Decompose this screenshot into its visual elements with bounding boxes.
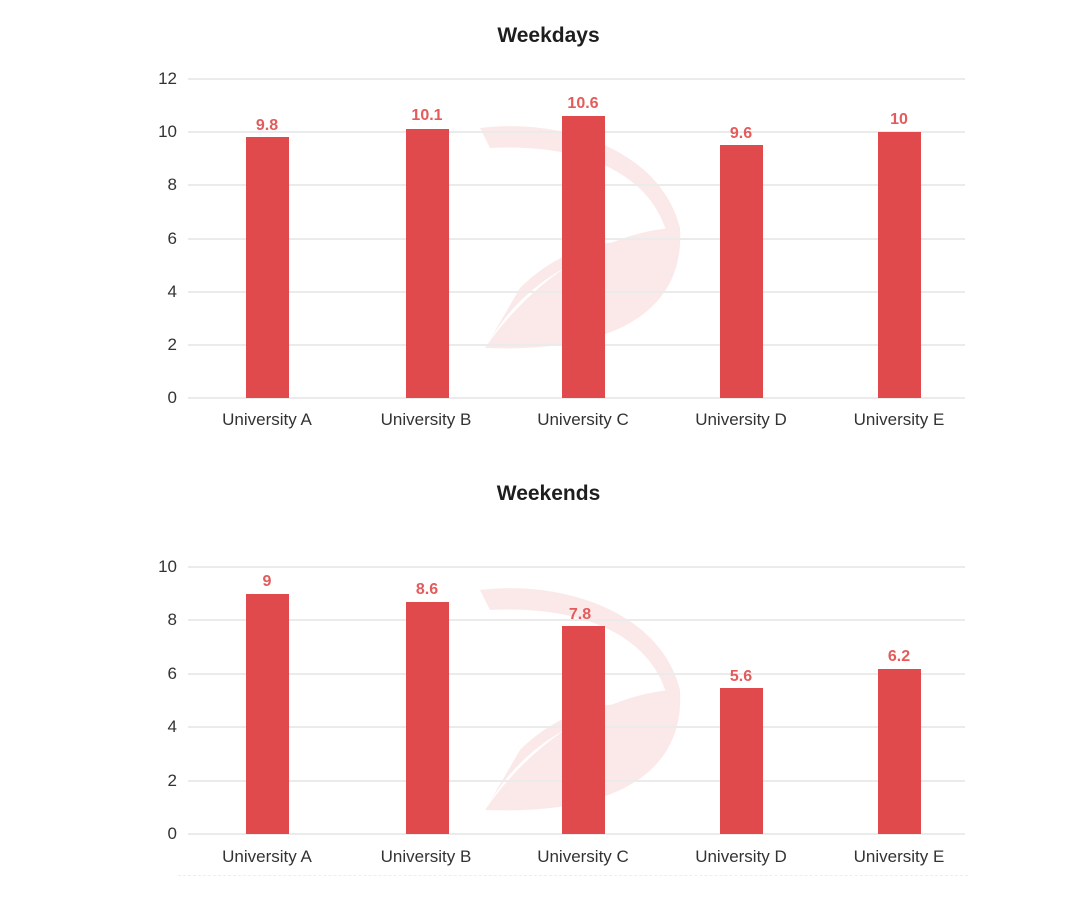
x-tick: University E [853, 410, 945, 429]
y-tick: 4 [167, 282, 177, 301]
x-tick: University C [537, 410, 629, 429]
y-tick: 10 [158, 122, 177, 141]
value-label: 6.2 [887, 648, 911, 665]
y-tick: 0 [167, 824, 177, 843]
y-tick: 12 [158, 69, 177, 88]
bar-university-b [406, 602, 449, 834]
bar-university-e [878, 669, 921, 834]
bottom-divider [178, 875, 968, 876]
x-tick: University D [695, 847, 787, 866]
x-tick: University B [380, 410, 472, 429]
x-tick: University B [380, 847, 472, 866]
y-tick: 0 [167, 388, 177, 407]
y-tick: 6 [167, 229, 177, 248]
y-tick: 2 [167, 335, 177, 354]
x-tick: University D [695, 410, 787, 429]
gridline [188, 397, 965, 399]
bar-university-c [562, 116, 605, 398]
gridline [188, 619, 965, 621]
y-tick: 8 [167, 175, 177, 194]
x-tick: University C [537, 847, 629, 866]
chart-title: Weekends [496, 482, 601, 505]
bar-university-d [720, 688, 763, 834]
value-label: 9.8 [255, 117, 279, 134]
x-tick: University E [853, 847, 945, 866]
value-label: 10 [890, 111, 908, 128]
value-label: 8.6 [415, 581, 439, 598]
bar-university-d [720, 145, 763, 398]
bar-university-a [246, 137, 289, 398]
value-label: 7.8 [568, 606, 592, 623]
bar-university-e [878, 132, 921, 398]
gridline [188, 833, 965, 835]
x-tick: University A [222, 847, 312, 866]
bar-university-a [246, 594, 289, 834]
value-label: 5.6 [729, 668, 753, 685]
value-label: 10.1 [411, 107, 443, 124]
y-tick: 6 [167, 664, 177, 683]
y-tick: 4 [167, 717, 177, 736]
bar-university-c [562, 626, 605, 834]
y-tick: 8 [167, 610, 177, 629]
value-label: 10.6 [567, 95, 599, 112]
y-tick: 2 [167, 771, 177, 790]
bar-university-b [406, 129, 449, 398]
gridline [188, 566, 965, 568]
y-tick: 10 [158, 557, 177, 576]
gridline [188, 78, 965, 80]
value-label: 9.6 [729, 125, 753, 142]
chart-title: Weekdays [497, 24, 600, 47]
x-tick: University A [222, 410, 312, 429]
value-label: 9 [262, 573, 272, 590]
weekdays-chart: Weekdays 12 10 8 6 4 2 0 9.8 10.1 10.6 9… [0, 0, 1080, 450]
